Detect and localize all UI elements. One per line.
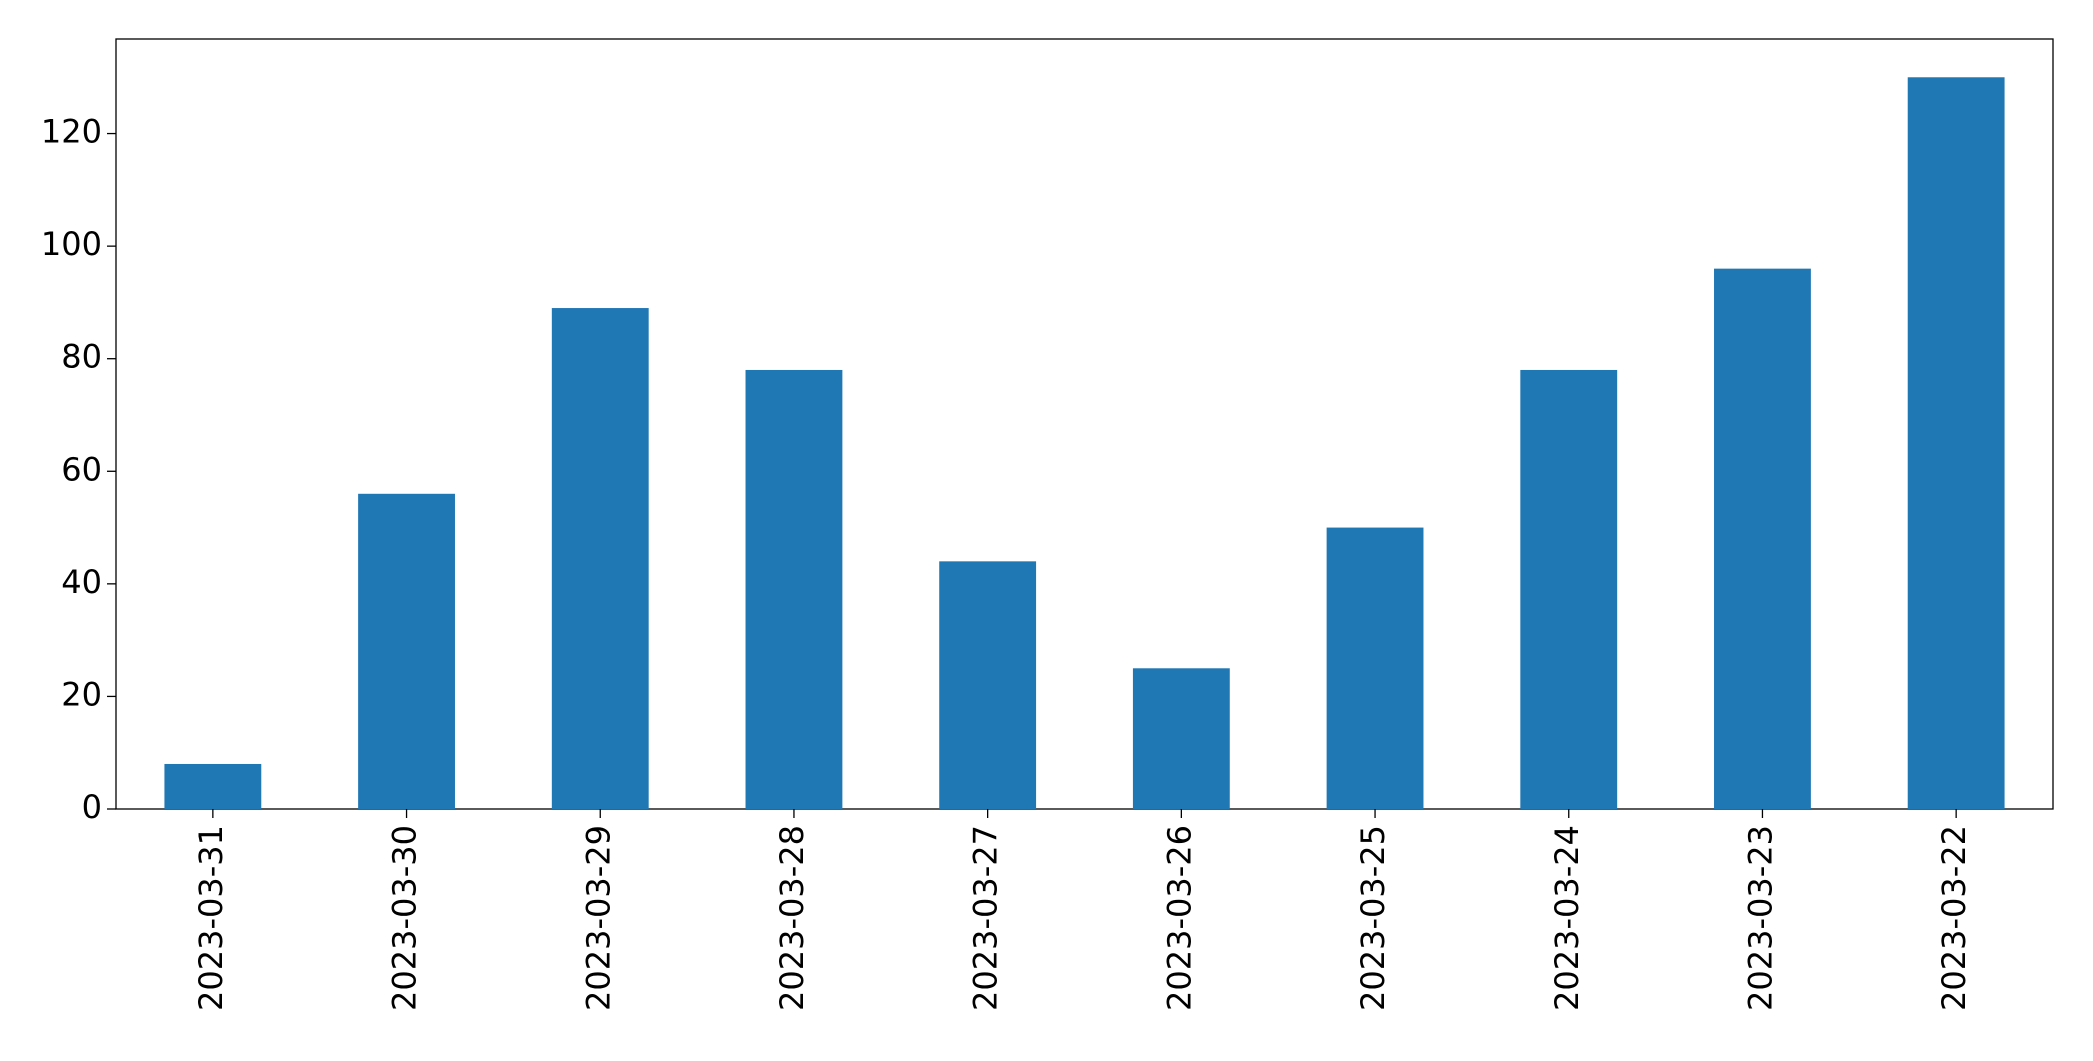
bar	[164, 763, 262, 809]
bar	[358, 493, 455, 809]
bar	[1132, 668, 1230, 809]
x-tick-label: 2023-03-28	[773, 825, 811, 1011]
y-tick-label: 120	[41, 113, 102, 151]
y-tick-label: 60	[61, 450, 102, 488]
bar	[1326, 527, 1424, 809]
y-tick-label: 80	[61, 338, 102, 376]
y-tick-label: 40	[61, 563, 102, 601]
x-tick-label: 2023-03-27	[967, 825, 1005, 1011]
bar	[1907, 77, 2005, 810]
bar	[551, 308, 649, 809]
bar	[745, 369, 843, 809]
plot-frame	[115, 38, 2054, 810]
x-tick-label: 2023-03-31	[192, 825, 230, 1011]
bar	[939, 561, 1037, 809]
bar	[1520, 369, 1618, 809]
y-tick-label: 20	[61, 675, 102, 713]
x-tick-label: 2023-03-30	[386, 825, 424, 1011]
x-tick-label: 2023-03-23	[1741, 825, 1779, 1011]
x-tick-label: 2023-03-24	[1548, 825, 1586, 1011]
x-tick-label: 2023-03-29	[579, 825, 617, 1011]
x-tick-label: 2023-03-22	[1935, 825, 1973, 1011]
y-tick-label: 0	[82, 788, 102, 826]
x-tick-label: 2023-03-25	[1354, 825, 1392, 1011]
y-tick-label: 100	[41, 225, 102, 263]
bar	[1714, 268, 1811, 809]
x-tick-label: 2023-03-26	[1160, 825, 1198, 1011]
